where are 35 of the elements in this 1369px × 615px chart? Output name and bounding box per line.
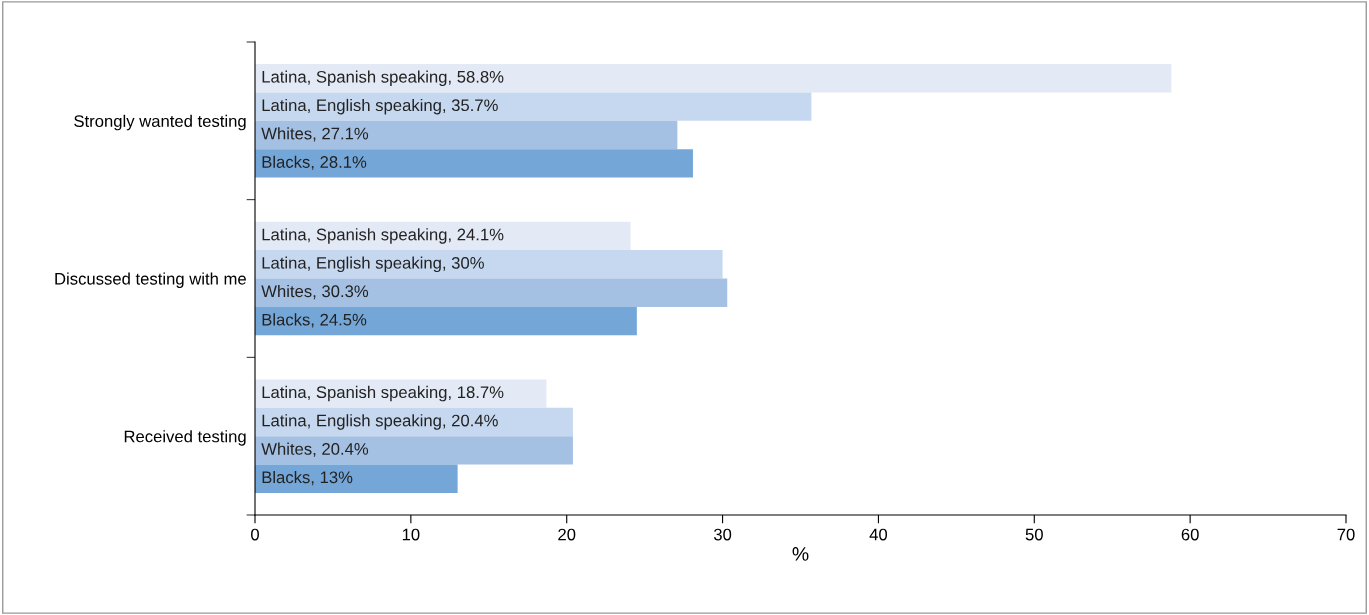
data-label: Blacks, 28.1% (262, 155, 367, 170)
data-label: Blacks, 24.5% (262, 313, 367, 328)
x-tick-label: 0 (251, 528, 259, 541)
data-label: Latina, Spanish speaking, 58.8% (262, 70, 504, 87)
bar (255, 92, 812, 121)
bar (255, 149, 693, 178)
data-label: Latina, Spanish speaking, 24.1% (262, 228, 504, 244)
bar (255, 436, 573, 465)
x-tick-label: 60 (1181, 528, 1199, 541)
bar (255, 120, 678, 150)
bar (255, 64, 1172, 93)
y-tick-label: Strongly wanted testing (74, 114, 246, 131)
data-label: Latina, English speaking, 35.7% (262, 98, 498, 115)
data-label: Latina, English speaking, 30% (262, 256, 484, 273)
x-tick-label: 70 (1337, 528, 1355, 541)
x-tick-label: 30 (713, 528, 732, 541)
bar (255, 379, 547, 408)
bar (255, 278, 728, 307)
x-tick-label: 40 (869, 528, 888, 541)
data-label: Blacks, 13% (262, 470, 353, 486)
y-tick-label: Discussed testing with me (55, 272, 246, 288)
data-label: Whites, 20.4% (261, 442, 369, 457)
data-label: Latina, Spanish speaking, 18.7% (262, 385, 504, 402)
bar (255, 464, 458, 493)
data-label: Latina, English speaking, 20.4% (262, 414, 498, 430)
bar (255, 250, 723, 279)
bar (255, 306, 637, 336)
data-label: Whites, 27.1% (261, 127, 369, 142)
data-label: Whites, 30.3% (261, 284, 369, 300)
x-axis-title: % (792, 547, 809, 561)
y-tick-label: Received testing (124, 430, 246, 446)
x-tick-label: 10 (402, 528, 420, 541)
bar (255, 221, 631, 251)
x-tick-label: 20 (558, 528, 576, 541)
x-tick-label: 50 (1025, 528, 1043, 541)
